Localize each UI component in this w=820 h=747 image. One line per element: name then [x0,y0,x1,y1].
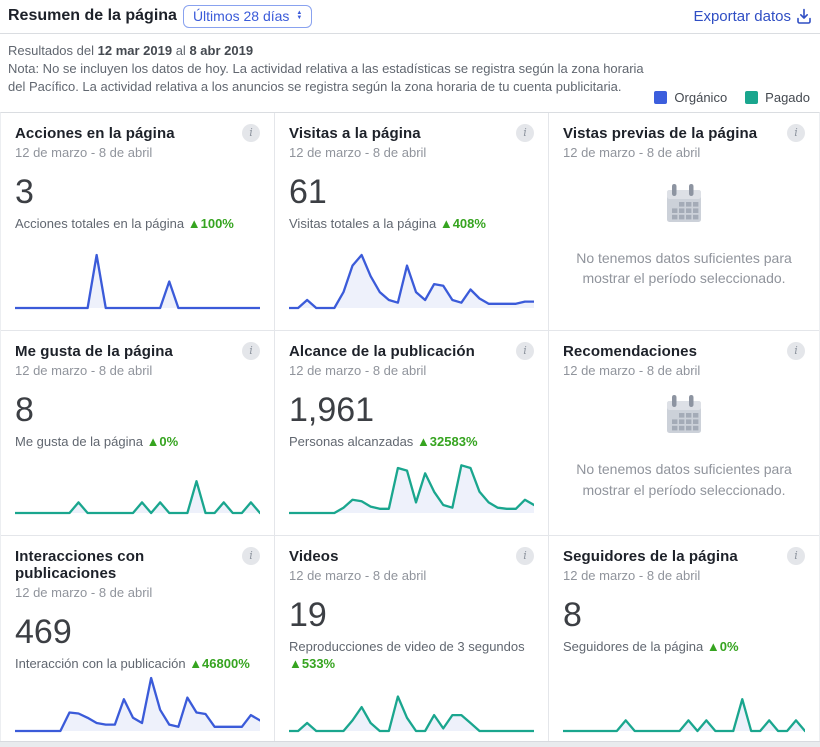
card-videos: Videos i 12 de marzo - 8 de abril 19 Rep… [275,536,549,741]
delta-badge: ▲100% [187,215,234,231]
results-note-section: Resultados del 12 mar 2019 al 8 abr 2019… [0,34,820,112]
delta-badge: ▲0% [706,638,739,654]
card-title: Alcance de la publicación [289,343,475,360]
card-title: Visitas a la página [289,125,421,142]
card-value: 8 [563,596,582,634]
legend-item-paid: Pagado [745,90,810,105]
delta-badge: ▲46800% [189,655,250,671]
info-icon[interactable]: i [516,547,534,565]
series-legend: Orgánico Pagado [654,90,810,105]
info-icon[interactable]: i [242,124,260,142]
results-range: Resultados del 12 mar 2019 al 8 abr 2019 [8,43,254,58]
sparkline-chart [289,455,534,525]
delta-badge: ▲0% [146,433,179,449]
card-title: Vistas previas de la página [563,125,758,142]
card-title: Me gusta de la página [15,343,173,360]
no-data-state: No tenemos datos suficientes para mostra… [563,160,805,320]
metric-label: Me gusta de la página [15,433,143,449]
paid-swatch [745,91,759,104]
card-date-range: 12 de marzo - 8 de abril [15,363,153,378]
card-page-previews: Vistas previas de la página i 12 de marz… [549,113,819,331]
page-title: Resumen de la página [8,7,177,24]
card-title: Interacciones con publicaciones [15,548,145,582]
card-date-range: 12 de marzo - 8 de abril [563,145,701,160]
date-from: 12 mar 2019 [97,43,173,58]
export-data-label: Exportar datos [693,7,791,25]
card-value: 19 [289,596,327,634]
info-icon[interactable]: i [787,342,805,360]
card-date-range: 12 de marzo - 8 de abril [15,145,153,160]
card-date-range: 12 de marzo - 8 de abril [15,585,153,600]
card-post-reach: Alcance de la publicación i 12 de marzo … [275,331,549,536]
card-date-range: 12 de marzo - 8 de abril [289,568,427,583]
card-value: 8 [15,391,34,429]
info-icon[interactable]: i [242,342,260,360]
page-header: Resumen de la página Últimos 28 días ▲ ▼ … [0,0,820,34]
calendar-icon [667,395,701,434]
card-post-engagement: Interacciones con publicaciones i 12 de … [1,536,275,741]
card-value: 469 [15,613,72,651]
info-icon[interactable]: i [516,124,534,142]
card-recommendations: Recomendaciones i 12 de marzo - 8 de abr… [549,331,819,536]
sparkline-chart [289,673,534,741]
metric-label: Seguidores de la página [563,638,704,654]
delta-badge: ▲533% [289,656,336,672]
card-title: Seguidores de la página [563,548,738,565]
metric-label: Interacción con la publicación [15,655,186,671]
info-icon[interactable]: i [242,547,260,565]
date-to: 8 abr 2019 [189,43,254,58]
sparkline-chart [563,673,805,741]
card-date-range: 12 de marzo - 8 de abril [289,363,427,378]
card-page-actions: Acciones en la página i 12 de marzo - 8 … [1,113,275,331]
metric-label: Reproducciones de video de 3 segundos [289,638,525,654]
sparkline-chart [15,673,260,741]
metric-label: Acciones totales en la página [15,215,185,231]
sparkline-chart [15,250,260,320]
timezone-note: Nota: No se incluyen los datos de hoy. L… [8,61,644,95]
card-page-followers: Seguidores de la página i 12 de marzo - … [549,536,819,741]
sort-arrows-icon: ▲ ▼ [296,9,303,21]
card-metric: Personas alcanzadas ▲32583% [289,433,534,451]
info-icon[interactable]: i [787,124,805,142]
card-metric: Seguidores de la página ▲0% [563,638,805,656]
sparkline-chart [15,455,260,525]
card-date-range: 12 de marzo - 8 de abril [563,363,701,378]
card-title: Acciones en la página [15,125,175,142]
metric-label: Visitas totales a la página [289,215,437,231]
info-icon[interactable]: i [787,547,805,565]
paid-label: Pagado [765,90,810,105]
card-date-range: 12 de marzo - 8 de abril [563,568,701,583]
card-metric: Acciones totales en la página ▲100% [15,215,260,233]
card-value: 1,961 [289,391,375,429]
metric-label: Personas alcanzadas [289,433,414,449]
next-section-strip [0,741,820,747]
card-page-views: Visitas a la página i 12 de marzo - 8 de… [275,113,549,331]
card-page-likes: Me gusta de la página i 12 de marzo - 8 … [1,331,275,536]
no-data-state: No tenemos datos suficientes para mostra… [563,378,805,525]
calendar-icon [667,183,701,222]
no-data-text: No tenemos datos suficientes para mostra… [576,249,792,286]
sparkline-chart [289,250,534,320]
card-value: 3 [15,173,34,211]
download-icon [797,8,811,24]
metric-card-grid: Acciones en la página i 12 de marzo - 8 … [0,112,820,741]
delta-badge: ▲32583% [416,433,478,449]
legend-item-organic: Orgánico [654,90,727,105]
card-metric: Me gusta de la página ▲0% [15,433,260,451]
card-metric: Interacción con la publicación ▲46800% [15,655,260,673]
date-range-dropdown[interactable]: Últimos 28 días ▲ ▼ [182,4,313,28]
card-title: Recomendaciones [563,343,698,360]
card-metric: Reproducciones de video de 3 segundos ▲5… [289,638,534,673]
organic-swatch [654,91,668,104]
card-value: 61 [289,173,327,211]
delta-badge: ▲408% [439,215,486,231]
organic-label: Orgánico [674,90,728,105]
date-range-value: Últimos 28 días [192,7,290,24]
card-date-range: 12 de marzo - 8 de abril [289,145,427,160]
card-metric: Visitas totales a la página ▲408% [289,215,534,233]
info-icon[interactable]: i [516,342,534,360]
no-data-text: No tenemos datos suficientes para mostra… [576,461,792,498]
card-title: Videos [289,548,339,565]
export-data-link[interactable]: Exportar datos [693,8,812,25]
